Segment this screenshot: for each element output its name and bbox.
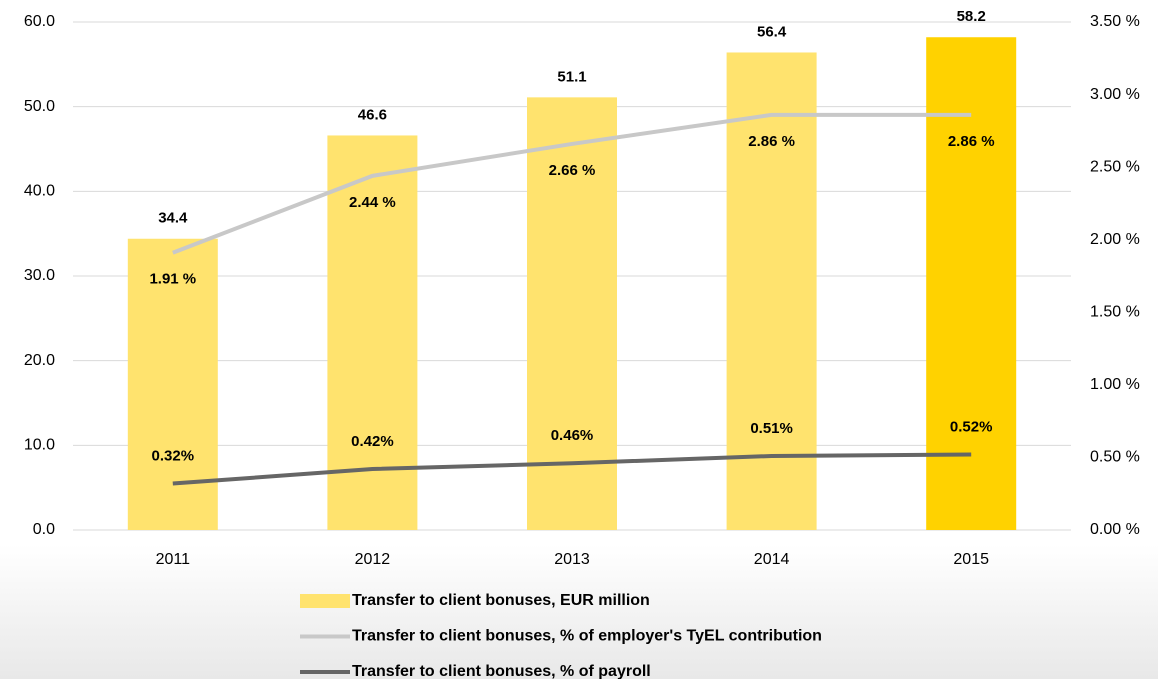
line-value-label: 0.42% [351,433,394,450]
x-tick-label: 2015 [953,551,989,568]
line [172,112,972,255]
line-value-label: 0.46% [551,427,594,444]
legend-label: Transfer to client bonuses, % of payroll [352,663,651,679]
bar [726,52,817,530]
y2-tick-label: 3.00 % [1090,86,1140,103]
bar-value-label: 51.1 [557,68,586,85]
bar [926,37,1017,531]
line-value-label: 2.86 % [748,133,795,150]
bar-value-label: 58.2 [957,8,986,25]
x-tick-label: 2011 [156,551,191,568]
x-tick-label: 2013 [554,551,590,568]
line-value-label: 0.52% [950,418,993,435]
line-value-label: 0.51% [750,420,793,437]
x-tick-label: 2012 [355,551,391,568]
bar-value-label: 34.4 [158,210,188,227]
y-tick-label: 0.0 [33,521,55,538]
y-tick-label: 20.0 [24,352,55,369]
x-tick-label: 2014 [754,551,790,568]
line-value-label: 2.86 % [948,133,995,150]
y2-tick-label: 1.50 % [1090,304,1140,321]
y2-tick-label: 0.00 % [1090,521,1140,538]
y2-tick-label: 1.00 % [1090,376,1140,393]
y-tick-label: 10.0 [24,437,55,454]
legend-swatch [300,594,350,608]
y2-tick-label: 2.00 % [1090,231,1140,248]
y2-tick-label: 2.50 % [1090,158,1140,175]
bar [527,97,617,530]
legend-background [0,545,1158,679]
bar-value-label: 46.6 [358,106,387,123]
line [172,452,972,486]
bar [327,135,418,530]
y-tick-label: 30.0 [24,267,55,284]
line-value-label: 0.32% [152,448,195,465]
y-tick-label: 60.0 [24,13,55,30]
line-value-label: 2.66 % [549,162,596,179]
legend-label: Transfer to client bonuses, % of employe… [352,628,822,645]
y2-tick-label: 3.50 % [1090,13,1140,30]
bar-value-label: 56.4 [757,23,787,40]
y2-tick-label: 0.50 % [1090,449,1140,466]
y-tick-label: 50.0 [24,98,55,115]
line-value-label: 2.44 % [349,194,396,211]
legend-label: Transfer to client bonuses, EUR million [352,592,650,609]
y-tick-label: 40.0 [24,183,55,200]
line-value-label: 1.91 % [149,271,196,288]
